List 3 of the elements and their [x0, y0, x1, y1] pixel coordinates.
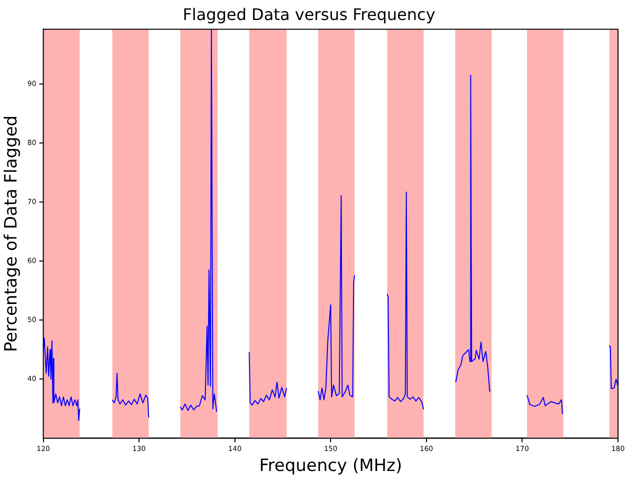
chart-title: Flagged Data versus Frequency: [182, 4, 436, 24]
x-axis-title: Frequency (MHz): [259, 456, 402, 476]
y-axis-title: Percentage of Data Flagged: [2, 115, 22, 352]
